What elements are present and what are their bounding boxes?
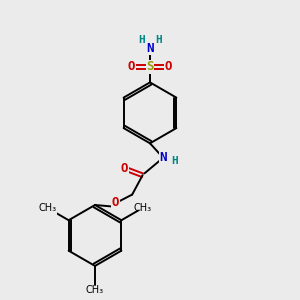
Text: H: H — [139, 35, 145, 45]
Text: CH₃: CH₃ — [134, 203, 152, 213]
Text: O: O — [112, 196, 119, 209]
Text: S: S — [146, 60, 154, 73]
Text: CH₃: CH₃ — [38, 203, 56, 213]
Text: H: H — [155, 35, 161, 45]
Text: N: N — [146, 42, 154, 55]
Text: H: H — [172, 156, 178, 166]
Text: O: O — [128, 60, 135, 73]
Text: O: O — [121, 162, 128, 175]
Text: N: N — [159, 151, 167, 164]
Text: CH₃: CH₃ — [86, 285, 104, 296]
Text: O: O — [165, 60, 172, 73]
